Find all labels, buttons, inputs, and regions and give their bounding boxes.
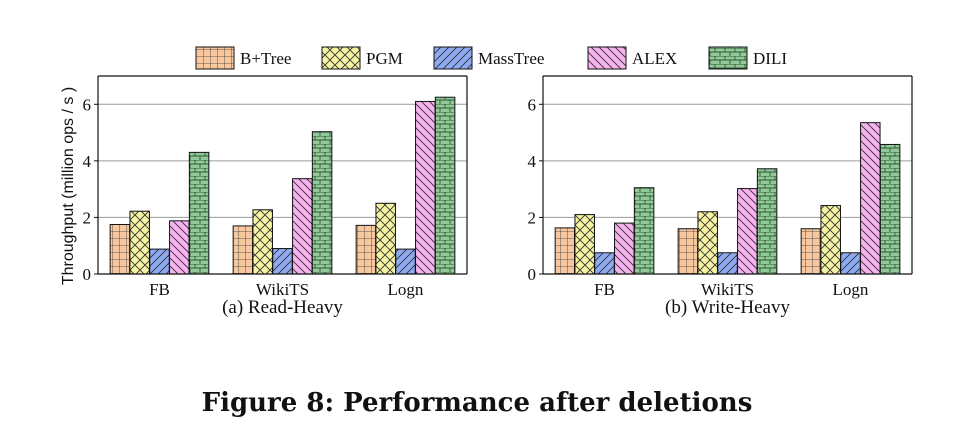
bar-pgm-fb — [574, 214, 595, 275]
y-axis-label: Throughput (million ops / s ) — [60, 87, 77, 285]
bar-dili-logn — [434, 96, 456, 275]
bar-b-tree-logn — [355, 224, 377, 275]
bar-masstree-logn — [395, 248, 416, 275]
bar-masstree-wikits — [717, 252, 738, 275]
bar-dili-fb — [188, 151, 210, 275]
x-tick-label-fb: FB — [594, 280, 615, 299]
bar-masstree-fb — [149, 248, 170, 275]
legend-swatch-b-tree — [195, 46, 235, 70]
bar-dili-fb — [633, 187, 655, 275]
bar-b-tree-logn — [800, 228, 822, 275]
bar-pgm-wikits — [252, 209, 273, 275]
bar-b-tree-wikits — [677, 228, 699, 275]
bar-alex-logn — [860, 122, 881, 275]
x-tick-label-logn: Logn — [388, 280, 424, 299]
bar-dili-logn — [879, 143, 901, 275]
bar-masstree-fb — [594, 252, 615, 275]
y-tick-label: 6 — [83, 95, 92, 114]
bar-alex-wikits — [292, 178, 313, 275]
legend-label-dili: DILI — [753, 49, 787, 68]
x-tick-label-wikits: WikiTS — [701, 280, 754, 299]
bar-masstree-wikits — [272, 248, 293, 275]
legend-label-masstree: MassTree — [478, 49, 544, 68]
bar-alex-fb — [614, 222, 635, 275]
y-tick-label: 4 — [83, 152, 92, 171]
bar-pgm-fb — [129, 210, 150, 275]
legend-label-alex: ALEX — [632, 49, 677, 68]
y-tick-label: 2 — [83, 208, 92, 227]
y-tick-label: 0 — [83, 265, 92, 284]
bar-pgm-logn — [820, 205, 841, 275]
bar-pgm-wikits — [697, 211, 718, 275]
bar-b-tree-fb — [109, 224, 131, 275]
legend-swatch-dili — [708, 46, 748, 70]
bar-alex-fb — [169, 220, 190, 275]
panel-subtitle: (a) Read-Heavy — [222, 297, 343, 318]
bar-alex-wikits — [737, 188, 758, 275]
panel-subtitle: (b) Write-Heavy — [665, 297, 790, 318]
legend-swatch-pgm — [321, 46, 361, 70]
figure-caption: Figure 8: Performance after deletions — [201, 388, 753, 418]
bar-masstree-logn — [840, 252, 861, 275]
x-tick-label-wikits: WikiTS — [256, 280, 309, 299]
bar-b-tree-fb — [554, 227, 576, 275]
legend-swatch-masstree — [433, 46, 473, 70]
bar-alex-logn — [415, 100, 436, 275]
y-tick-label: 2 — [528, 208, 537, 227]
legend-label-b-tree: B+Tree — [240, 49, 291, 68]
panel-read-heavy: 0 2 4 6 FB WikiTS Logn (a) Read-Heavy — [83, 75, 468, 318]
bar-dili-wikits — [756, 168, 778, 275]
legend-swatch-alex — [587, 46, 627, 70]
y-tick-label: 4 — [528, 152, 537, 171]
bar-dili-wikits — [311, 131, 333, 275]
figure: B+Tree PGM MassTree ALEX DILI Throughput (mi… — [60, 46, 913, 318]
legend: B+Tree PGM MassTree ALEX DILI — [195, 46, 787, 70]
bar-b-tree-wikits — [232, 225, 254, 275]
x-tick-label-logn: Logn — [833, 280, 869, 299]
legend-label-pgm: PGM — [366, 49, 403, 68]
y-tick-label: 0 — [528, 265, 537, 284]
bar-pgm-logn — [375, 202, 396, 275]
x-tick-label-fb: FB — [149, 280, 170, 299]
panel-write-heavy: 0 2 4 6 FB WikiTS Logn (b) Write-Heavy — [528, 75, 913, 318]
y-tick-label: 6 — [528, 95, 537, 114]
